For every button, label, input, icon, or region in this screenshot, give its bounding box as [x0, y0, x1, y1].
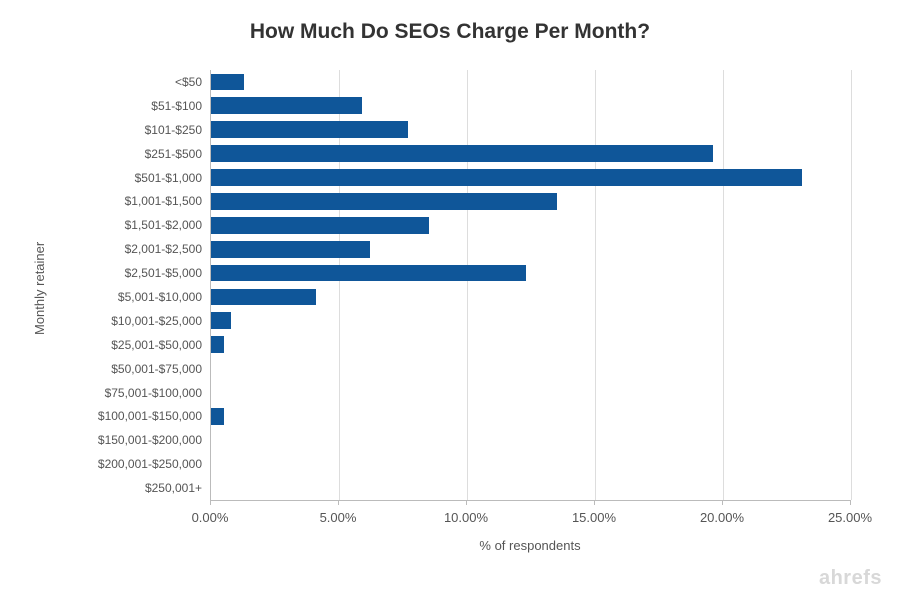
x-tick-label: 5.00%: [308, 510, 368, 525]
category-label: $1,501-$2,000: [125, 218, 202, 232]
x-tick-label: 10.00%: [436, 510, 496, 525]
category-label: $2,001-$2,500: [125, 242, 202, 256]
x-tick: [594, 500, 595, 505]
bar: [211, 289, 316, 306]
category-label: $51-$100: [151, 99, 202, 113]
category-label: $251-$500: [145, 147, 202, 161]
x-tick: [466, 500, 467, 505]
category-label: $50,001-$75,000: [111, 362, 202, 376]
x-tick-label: 20.00%: [692, 510, 752, 525]
category-label: $250,001+: [145, 481, 202, 495]
x-tick: [850, 500, 851, 505]
category-label: $25,001-$50,000: [111, 338, 202, 352]
category-label: $501-$1,000: [135, 171, 202, 185]
bar: [211, 145, 713, 162]
category-label: <$50: [175, 75, 202, 89]
category-label: $5,001-$10,000: [118, 290, 202, 304]
bar: [211, 312, 231, 329]
seo-pricing-chart: How Much Do SEOs Charge Per Month? Month…: [0, 0, 900, 600]
x-tick: [210, 500, 211, 505]
x-tick: [338, 500, 339, 505]
bar: [211, 241, 370, 258]
bar: [211, 193, 557, 210]
bar: [211, 336, 224, 353]
plot-area: [210, 70, 851, 501]
x-tick-label: 15.00%: [564, 510, 624, 525]
category-label: $10,001-$25,000: [111, 314, 202, 328]
bar: [211, 217, 429, 234]
category-label: $100,001-$150,000: [98, 409, 202, 423]
category-label: $1,001-$1,500: [125, 194, 202, 208]
category-label: $75,001-$100,000: [105, 386, 202, 400]
x-axis-title: % of respondents: [210, 538, 850, 553]
gridline: [851, 70, 852, 500]
bar: [211, 265, 526, 282]
bar: [211, 408, 224, 425]
category-label: $2,501-$5,000: [125, 266, 202, 280]
gridline: [595, 70, 596, 500]
bar: [211, 97, 362, 114]
bar: [211, 169, 802, 186]
ahrefs-watermark: ahrefs: [819, 567, 882, 590]
category-label: $101-$250: [145, 123, 202, 137]
chart-title: How Much Do SEOs Charge Per Month?: [0, 20, 900, 44]
gridline: [723, 70, 724, 500]
gridline: [467, 70, 468, 500]
x-tick-label: 0.00%: [180, 510, 240, 525]
x-tick: [722, 500, 723, 505]
y-axis-title: Monthly retainer: [32, 242, 47, 335]
category-label: $150,001-$200,000: [98, 433, 202, 447]
bar: [211, 74, 244, 91]
bar: [211, 121, 408, 138]
x-tick-label: 25.00%: [820, 510, 880, 525]
category-label: $200,001-$250,000: [98, 457, 202, 471]
